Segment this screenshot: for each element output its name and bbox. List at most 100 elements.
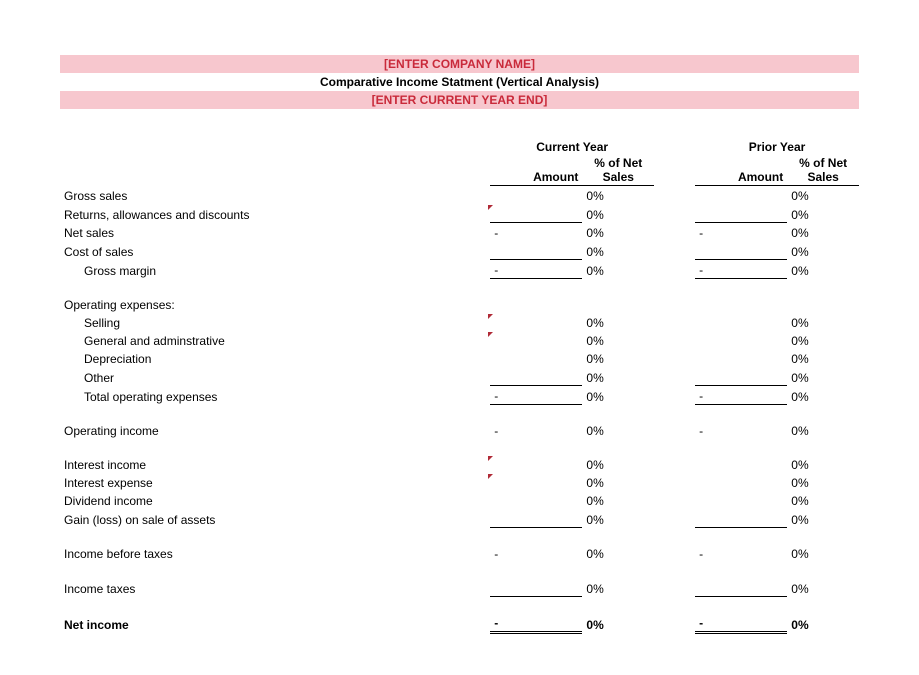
pri-pct: 0% (787, 223, 859, 242)
cur-amt[interactable] (490, 473, 582, 491)
cur-pct: 0% (582, 349, 654, 367)
cur-pct: 0% (582, 473, 654, 491)
pri-amt[interactable] (695, 313, 787, 331)
cur-pct: 0% (582, 455, 654, 473)
cur-amt: - (490, 223, 582, 242)
label-ga: General and adminstrative (60, 331, 490, 349)
cur-pct: 0% (582, 241, 654, 260)
label-cogs: Cost of sales (60, 241, 490, 260)
pri-amt[interactable] (695, 455, 787, 473)
pri-pct: 0% (787, 186, 859, 205)
header-yearend: [ENTER CURRENT YEAR END] (60, 91, 859, 109)
cur-pct: 0% (582, 204, 654, 223)
cur-pct: 0% (582, 421, 654, 439)
cur-amt[interactable] (490, 491, 582, 509)
row-taxes: Income taxes 0% 0% (60, 578, 859, 597)
cur-amt: - (490, 386, 582, 405)
row-cogs: Cost of sales 0% 0% (60, 241, 859, 260)
cur-amt[interactable] (490, 331, 582, 349)
label-int-expense: Interest expense (60, 473, 490, 491)
pri-amt[interactable] (695, 491, 787, 509)
row-int-income: Interest income 0% 0% (60, 455, 859, 473)
pri-pct: 0% (787, 241, 859, 260)
cur-amt[interactable] (490, 204, 582, 223)
pri-amt[interactable] (695, 367, 787, 386)
cur-amt: - (490, 613, 582, 633)
row-opex-header: Operating expenses: (60, 295, 859, 313)
pri-pct: 0% (787, 367, 859, 386)
label-div-income: Dividend income (60, 491, 490, 509)
label-net-income: Net income (60, 613, 490, 633)
pri-amt: - (695, 421, 787, 439)
header-company: [ENTER COMPANY NAME] (60, 55, 859, 73)
row-dep: Depreciation 0% 0% (60, 349, 859, 367)
row-returns: Returns, allowances and discounts 0% 0% (60, 204, 859, 223)
pri-pct: 0% (787, 613, 859, 633)
cur-pct: 0% (582, 386, 654, 405)
pri-pct: 0% (787, 509, 859, 528)
label-gross-sales: Gross sales (60, 186, 490, 205)
pri-amt[interactable] (695, 578, 787, 597)
row-selling: Selling 0% 0% (60, 313, 859, 331)
pri-amt[interactable] (695, 186, 787, 205)
label-ibt: Income before taxes (60, 544, 490, 562)
cur-pct: 0% (582, 544, 654, 562)
col-current-year: Current Year (490, 137, 654, 155)
cur-pct: 0% (582, 186, 654, 205)
statement-table: Current Year Prior Year Amount % of Net … (60, 137, 859, 634)
cur-amt[interactable] (490, 509, 582, 528)
row-net-income: Net income - 0% - 0% (60, 613, 859, 633)
label-int-income: Interest income (60, 455, 490, 473)
cur-pct: 0% (582, 367, 654, 386)
pri-amt[interactable] (695, 473, 787, 491)
cur-amt[interactable] (490, 313, 582, 331)
row-other: Other 0% 0% (60, 367, 859, 386)
pri-pct: 0% (787, 331, 859, 349)
label-selling: Selling (60, 313, 490, 331)
cur-pct: 0% (582, 509, 654, 528)
pri-pct: 0% (787, 473, 859, 491)
pri-amt[interactable] (695, 349, 787, 367)
row-gross-margin: Gross margin - 0% - 0% (60, 260, 859, 279)
pri-pct: 0% (787, 386, 859, 405)
pri-pct: 0% (787, 578, 859, 597)
pri-amt: - (695, 260, 787, 279)
pri-amt[interactable] (695, 509, 787, 528)
header-title: Comparative Income Statment (Vertical An… (60, 73, 859, 91)
row-net-sales: Net sales - 0% - 0% (60, 223, 859, 242)
cur-amt[interactable] (490, 349, 582, 367)
col-pri-pct: % of Net Sales (787, 155, 859, 186)
cur-pct: 0% (582, 613, 654, 633)
label-opex: Operating expenses: (60, 295, 490, 313)
pri-amt[interactable] (695, 204, 787, 223)
pri-pct: 0% (787, 260, 859, 279)
pri-pct: 0% (787, 491, 859, 509)
row-ibt: Income before taxes - 0% - 0% (60, 544, 859, 562)
cur-amt[interactable] (490, 367, 582, 386)
label-returns: Returns, allowances and discounts (60, 204, 490, 223)
cur-amt[interactable] (490, 186, 582, 205)
cur-amt[interactable] (490, 455, 582, 473)
pri-amt: - (695, 544, 787, 562)
label-gain-loss: Gain (loss) on sale of assets (60, 509, 490, 528)
cur-pct: 0% (582, 491, 654, 509)
pri-amt[interactable] (695, 241, 787, 260)
pri-amt[interactable] (695, 331, 787, 349)
pri-amt: - (695, 613, 787, 633)
pri-pct: 0% (787, 455, 859, 473)
label-net-sales: Net sales (60, 223, 490, 242)
cur-amt[interactable] (490, 241, 582, 260)
label-opex-total: Total operating expenses (60, 386, 490, 405)
row-gross-sales: Gross sales 0% 0% (60, 186, 859, 205)
pri-pct: 0% (787, 313, 859, 331)
cur-amt[interactable] (490, 578, 582, 597)
label-taxes: Income taxes (60, 578, 490, 597)
row-div-income: Dividend income 0% 0% (60, 491, 859, 509)
cur-pct: 0% (582, 578, 654, 597)
pri-pct: 0% (787, 349, 859, 367)
label-gross-margin: Gross margin (60, 260, 490, 279)
col-cur-pct: % of Net Sales (582, 155, 654, 186)
pri-pct: 0% (787, 204, 859, 223)
row-gain-loss: Gain (loss) on sale of assets 0% 0% (60, 509, 859, 528)
label-op-income: Operating income (60, 421, 490, 439)
